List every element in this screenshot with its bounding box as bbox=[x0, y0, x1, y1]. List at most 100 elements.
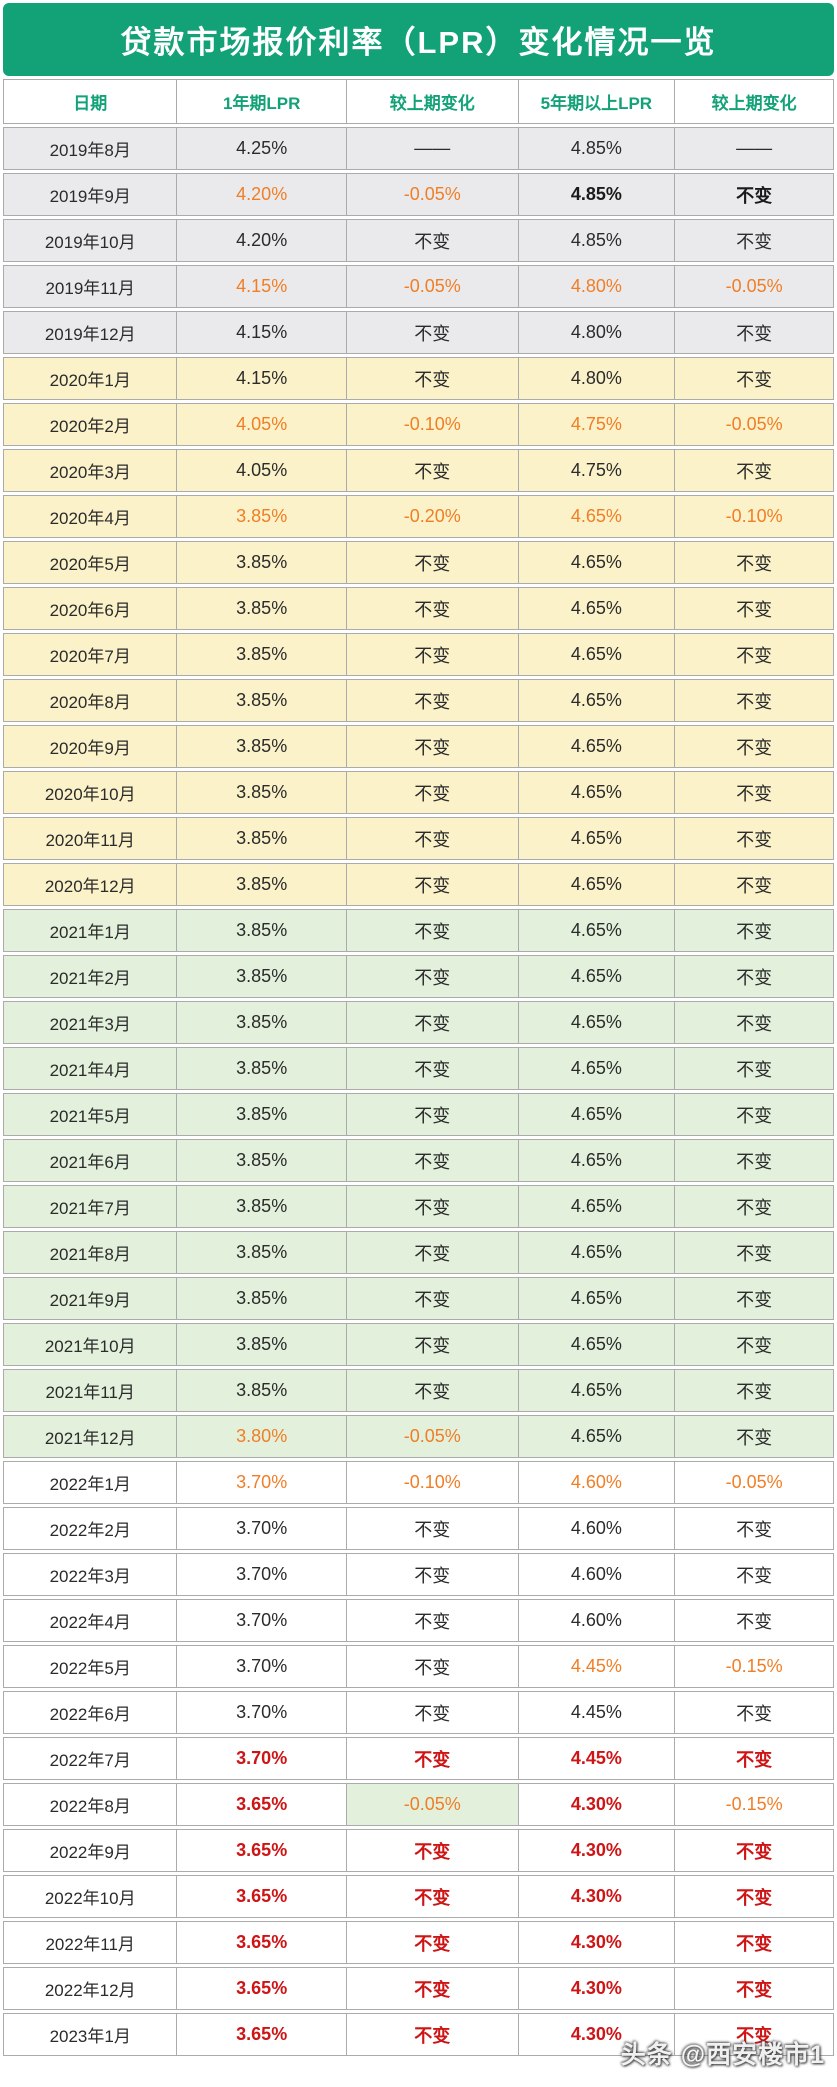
value-cell: 3.85% bbox=[176, 910, 346, 951]
table-row: 2020年1月 4.15% 不变 4.80% 不变 bbox=[3, 357, 834, 400]
value-cell: 不变 bbox=[674, 634, 833, 675]
table-row: 2022年9月 3.65% 不变 4.30% 不变 bbox=[3, 1829, 834, 1872]
value-cell: 不变 bbox=[674, 1094, 833, 1135]
value-cell: 不变 bbox=[345, 818, 518, 859]
value-cell: 3.85% bbox=[176, 1140, 346, 1181]
table-row: 2023年1月 3.65% 不变 4.30% 不变 bbox=[3, 2013, 834, 2056]
value-cell: 不变 bbox=[345, 1324, 518, 1365]
value-cell: -0.05% bbox=[674, 1462, 833, 1503]
value-cell: 3.85% bbox=[176, 1094, 346, 1135]
table-row: 2021年4月 3.85% 不变 4.65% 不变 bbox=[3, 1047, 834, 1090]
value-cell: 3.85% bbox=[176, 1278, 346, 1319]
value-cell: 4.65% bbox=[517, 1416, 675, 1457]
value-cell: —— bbox=[674, 128, 833, 169]
value-cell: 不变 bbox=[674, 1922, 833, 1963]
value-cell: 不变 bbox=[674, 1278, 833, 1319]
date-cell: 2020年9月 bbox=[49, 739, 131, 758]
date-cell: 2020年11月 bbox=[45, 831, 135, 850]
value-cell: 4.60% bbox=[517, 1462, 675, 1503]
lpr-table-body: 2019年8月 4.25% —— 4.85% —— 2019年9月 4.20% -0.05% 4… bbox=[3, 127, 834, 2056]
table-row: 2020年3月 4.05% 不变 4.75% 不变 bbox=[3, 449, 834, 492]
value-cell: 4.75% bbox=[517, 404, 675, 445]
value-cell: 不变 bbox=[674, 588, 833, 629]
table-row: 2021年8月 3.85% 不变 4.65% 不变 bbox=[3, 1231, 834, 1274]
date-cell: 2020年4月 bbox=[49, 509, 131, 528]
value-cell: 不变 bbox=[674, 910, 833, 951]
value-cell: 3.85% bbox=[176, 864, 346, 905]
table-row: 2019年8月 4.25% —— 4.85% —— bbox=[3, 127, 834, 170]
table-row: 2021年3月 3.85% 不变 4.65% 不变 bbox=[3, 1001, 834, 1044]
date-cell: 2020年1月 bbox=[49, 371, 131, 390]
value-cell: —— bbox=[345, 128, 518, 169]
value-cell: 不变 bbox=[345, 588, 518, 629]
date-cell: 2021年3月 bbox=[49, 1015, 131, 1034]
value-cell: 4.65% bbox=[517, 1370, 675, 1411]
value-cell: 不变 bbox=[345, 634, 518, 675]
value-cell: 不变 bbox=[345, 1232, 518, 1273]
value-cell: 不变 bbox=[345, 542, 518, 583]
value-cell: 不变 bbox=[674, 772, 833, 813]
date-cell: 2023年1月 bbox=[49, 2027, 131, 2046]
value-cell: 不变 bbox=[345, 910, 518, 951]
table-row: 2022年5月 3.70% 不变 4.45% -0.15% bbox=[3, 1645, 834, 1688]
value-cell: 不变 bbox=[345, 1048, 518, 1089]
value-cell: 3.85% bbox=[176, 956, 346, 997]
date-cell: 2020年6月 bbox=[49, 601, 131, 620]
table-row: 2021年6月 3.85% 不变 4.65% 不变 bbox=[3, 1139, 834, 1182]
value-cell: 不变 bbox=[345, 1876, 518, 1917]
table-row: 2020年12月 3.85% 不变 4.65% 不变 bbox=[3, 863, 834, 906]
value-cell: 不变 bbox=[345, 1508, 518, 1549]
value-cell: 4.80% bbox=[517, 358, 675, 399]
value-cell: 4.75% bbox=[517, 450, 675, 491]
date-cell: 2022年10月 bbox=[44, 1889, 136, 1908]
value-cell: 不变 bbox=[345, 1968, 518, 2009]
value-cell: 4.30% bbox=[517, 2014, 675, 2055]
value-cell: 不变 bbox=[345, 1554, 518, 1595]
date-cell: 2022年11月 bbox=[45, 1935, 135, 1954]
value-cell: 4.65% bbox=[517, 680, 675, 721]
value-cell: 不变 bbox=[674, 1508, 833, 1549]
value-cell: 3.70% bbox=[176, 1600, 346, 1641]
date-cell: 2019年10月 bbox=[44, 233, 136, 252]
date-cell: 2022年9月 bbox=[49, 1843, 131, 1862]
value-cell: 不变 bbox=[345, 1646, 518, 1687]
value-cell: 不变 bbox=[345, 1922, 518, 1963]
value-cell: 不变 bbox=[674, 358, 833, 399]
value-cell: 3.70% bbox=[176, 1646, 346, 1687]
value-cell: -0.05% bbox=[674, 266, 833, 307]
table-row: 2020年7月 3.85% 不变 4.65% 不变 bbox=[3, 633, 834, 676]
value-cell: 4.65% bbox=[517, 1094, 675, 1135]
column-header-1y-lpr: 1年期LPR bbox=[176, 80, 346, 123]
table-row: 2022年8月 3.65% -0.05% 4.30% -0.15% bbox=[3, 1783, 834, 1826]
value-cell: 4.30% bbox=[517, 1968, 675, 2009]
table-row: 2022年1月 3.70% -0.10% 4.60% -0.05% bbox=[3, 1461, 834, 1504]
column-header-date: 日期 bbox=[73, 94, 108, 113]
value-cell: 不变 bbox=[674, 680, 833, 721]
value-cell: 3.70% bbox=[176, 1462, 346, 1503]
value-cell: 4.45% bbox=[517, 1646, 675, 1687]
date-cell: 2021年6月 bbox=[49, 1153, 131, 1172]
value-cell: -0.20% bbox=[345, 496, 518, 537]
column-header-1y-change: 较上期变化 bbox=[345, 80, 518, 123]
value-cell: 4.20% bbox=[176, 220, 346, 261]
table-row: 2020年6月 3.85% 不变 4.65% 不变 bbox=[3, 587, 834, 630]
value-cell: 3.85% bbox=[176, 588, 346, 629]
value-cell: 不变 bbox=[345, 1370, 518, 1411]
date-cell: 2022年7月 bbox=[49, 1751, 131, 1770]
date-cell: 2021年5月 bbox=[49, 1107, 131, 1126]
value-cell: 不变 bbox=[674, 1370, 833, 1411]
value-cell: 4.65% bbox=[517, 634, 675, 675]
value-cell: 3.85% bbox=[176, 772, 346, 813]
table-row: 2021年1月 3.85% 不变 4.65% 不变 bbox=[3, 909, 834, 952]
value-cell: 不变 bbox=[674, 174, 833, 215]
date-cell: 2019年12月 bbox=[44, 325, 136, 344]
date-cell: 2019年9月 bbox=[49, 187, 131, 206]
value-cell: 不变 bbox=[674, 450, 833, 491]
value-cell: 4.65% bbox=[517, 864, 675, 905]
date-cell: 2020年8月 bbox=[49, 693, 131, 712]
date-cell: 2020年5月 bbox=[49, 555, 131, 574]
value-cell: 4.15% bbox=[176, 358, 346, 399]
table-row: 2022年10月 3.65% 不变 4.30% 不变 bbox=[3, 1875, 834, 1918]
value-cell: -0.15% bbox=[674, 1646, 833, 1687]
